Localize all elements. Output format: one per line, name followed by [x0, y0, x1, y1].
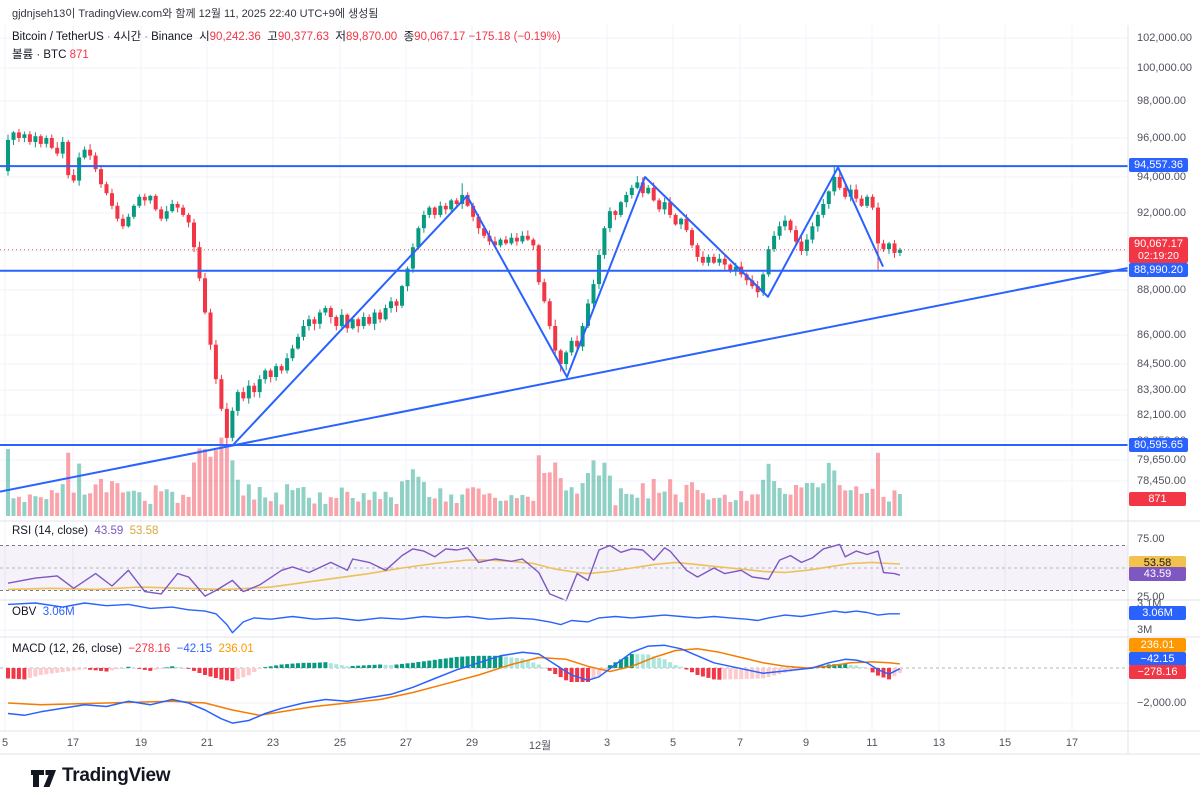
- legend-row-main[interactable]: Bitcoin / TetherUS · 4시간 · Binance 시90,242.3…: [12, 31, 561, 43]
- price-axis-label: 96,000.00: [1137, 132, 1186, 144]
- time-axis-label: 9: [802, 737, 810, 749]
- price-badge: 80,595.65: [1129, 438, 1188, 452]
- grid-layer: [0, 25, 1128, 731]
- obv-pane-label[interactable]: OBV 3.06M: [12, 606, 75, 618]
- rsi-ma-value: 53.58: [129, 525, 159, 537]
- ohlc-close: 종90,067.17: [403, 31, 466, 43]
- time-axis-label: 21: [200, 737, 214, 749]
- price-badge: 53.58: [1129, 556, 1186, 570]
- time-axis-label: 7: [736, 737, 744, 749]
- time-axis-label: 17: [66, 737, 80, 749]
- badge-line: 53.58: [1143, 557, 1172, 569]
- badge-line: 3.06M: [1142, 607, 1173, 619]
- price-badge: −278.16: [1129, 665, 1186, 679]
- price-badge: 88,990.20: [1129, 263, 1188, 277]
- badge-line: 90,067.17: [1134, 238, 1183, 250]
- badge-line: −278.16: [1137, 666, 1178, 678]
- price-axis-label: 25.00: [1137, 591, 1165, 603]
- volume-value: 871: [69, 49, 89, 61]
- badge-line: 871: [1148, 493, 1167, 505]
- chart-footer: TradingView: [0, 755, 1200, 804]
- tradingview-logo-icon[interactable]: [30, 766, 57, 790]
- time-axis-label: 29: [465, 737, 479, 749]
- price-axis-label: 82,100.00: [1137, 409, 1186, 421]
- price-badge: 3.06M: [1129, 606, 1186, 620]
- price-badge: 90,067.17 02:19:20: [1129, 237, 1188, 263]
- legend-row-volume[interactable]: 볼륨 · BTC 871: [12, 46, 561, 62]
- badge-line: 80,595.65: [1134, 439, 1183, 451]
- symbol-legend: Bitcoin / TetherUS · 4시간 · Binance 시90,242.3…: [12, 28, 561, 62]
- candles-layer: [6, 128, 902, 446]
- time-axis-label: 19: [134, 737, 148, 749]
- badge-line: 43.59: [1143, 568, 1172, 580]
- badge-line: −42.15: [1140, 653, 1175, 665]
- macd-signal-value: 236.01: [218, 643, 254, 655]
- macd-line-value: −42.15: [176, 643, 213, 655]
- time-axis-label: 13: [932, 737, 946, 749]
- macd-hist-value: −278.16: [128, 643, 171, 655]
- obv-value: 3.06M: [42, 606, 75, 618]
- price-axis-label: 94,000.00: [1137, 171, 1186, 183]
- change-value: −175.18 (−0.19%): [468, 31, 561, 43]
- price-axis-label: 102,000.00: [1137, 32, 1193, 44]
- obv-pane: [7, 602, 900, 634]
- price-badge: −42.15: [1129, 652, 1186, 666]
- time-axis-label: 11: [866, 737, 878, 749]
- time-axis-label: 23: [266, 737, 280, 749]
- drawings-layer[interactable]: [0, 165, 1129, 493]
- price-badge: 236.01: [1129, 638, 1186, 652]
- time-axis-label: 27: [399, 737, 413, 749]
- macd-title[interactable]: MACD (12, 26, close): [12, 643, 122, 655]
- time-axis-label: 17: [1065, 737, 1079, 749]
- price-axis-label: 79,650.00: [1137, 454, 1186, 466]
- price-axis-label: 100,000.00: [1137, 62, 1193, 74]
- rsi-value: 43.59: [94, 525, 124, 537]
- price-axis-label: 92,000.00: [1137, 207, 1186, 219]
- time-axis[interactable]: 5 17 19 21 23 25 27 29 12월 3 5 7 9 11 13 15 17: [0, 731, 1128, 755]
- volume-label: 볼륨 · BTC: [12, 49, 67, 61]
- ohlc-low: 저89,870.00: [335, 31, 398, 43]
- badge-line: 88,990.20: [1134, 264, 1183, 276]
- exchange-label: Binance: [151, 31, 193, 43]
- rsi-pane-label[interactable]: RSI (14, close) 43.59 53.58: [12, 525, 158, 537]
- price-axis-label: 98,000.00: [1137, 95, 1186, 107]
- badge-line: 02:19:20: [1138, 250, 1179, 262]
- price-axis-label: 83,300.00: [1137, 384, 1186, 396]
- macd-pane-label[interactable]: MACD (12, 26, close) −278.16 −42.15 236.…: [12, 643, 254, 655]
- time-axis-label: 5: [1, 737, 9, 749]
- time-axis-label: 5: [669, 737, 677, 749]
- tradingview-logo-text[interactable]: TradingView: [62, 765, 171, 786]
- pane-separators: [0, 25, 1200, 755]
- price-axis-label: 86,000.00: [1137, 329, 1186, 341]
- rsi-title[interactable]: RSI (14, close): [12, 525, 89, 537]
- price-badge: 43.59: [1129, 567, 1186, 581]
- time-axis-label: 3: [603, 737, 611, 749]
- time-axis-label: 25: [333, 737, 347, 749]
- badge-line: 94,557.36: [1134, 159, 1183, 171]
- price-badge: 871: [1129, 492, 1186, 506]
- ohlc-high: 고90,377.63: [267, 31, 329, 43]
- interval-label[interactable]: 4시간: [113, 31, 142, 43]
- badge-line: 236.01: [1140, 639, 1175, 651]
- price-axis[interactable]: 102,000.00 100,000.00 98,000.00 96,000.00 94…: [1128, 25, 1200, 755]
- price-axis-label: 88,000.00: [1137, 284, 1186, 296]
- price-badge: 94,557.36: [1129, 158, 1188, 172]
- price-axis-label: −2,000.00: [1137, 697, 1187, 709]
- symbol-title[interactable]: Bitcoin / TetherUS: [12, 31, 104, 43]
- price-axis-label: 78,450.00: [1137, 475, 1186, 487]
- ohlc-open: 시90,242.36: [199, 31, 261, 43]
- obv-title[interactable]: OBV: [12, 606, 37, 618]
- attribution-text: gjdnjseh13이 TradingView.com와 함께 12월 11, …: [12, 8, 379, 20]
- price-axis-label: 84,500.00: [1137, 358, 1186, 370]
- volume-layer: [6, 437, 902, 516]
- chart-canvas[interactable]: [0, 0, 1200, 758]
- time-axis-label: 12월: [528, 740, 552, 752]
- time-axis-label: 15: [998, 737, 1012, 749]
- price-axis-label: 3M: [1137, 624, 1153, 636]
- price-axis-label: 75.00: [1137, 533, 1165, 545]
- rsi-pane: [0, 543, 1128, 602]
- macd-pane: [0, 644, 1128, 724]
